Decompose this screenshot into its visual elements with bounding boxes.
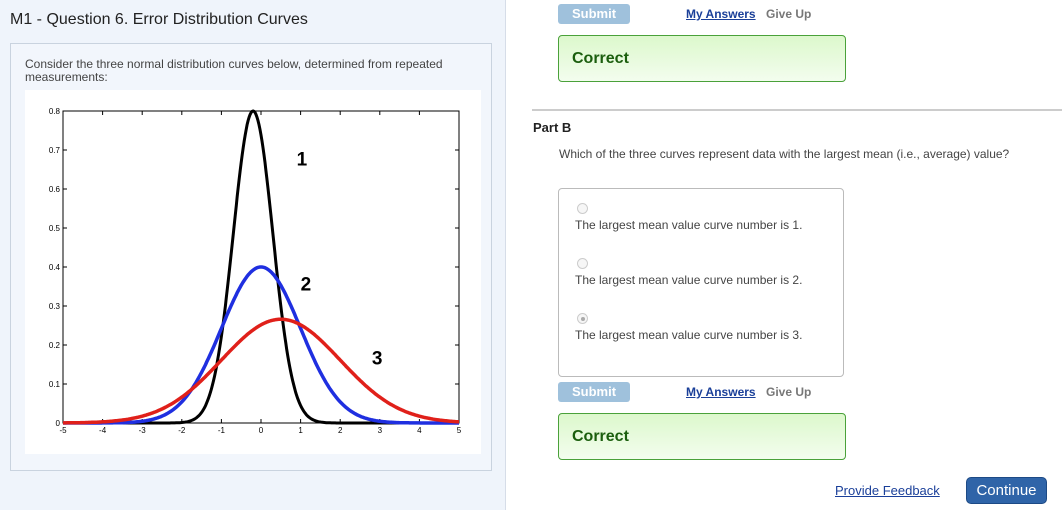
x-tick-label: 4 xyxy=(417,426,422,435)
part-b-my-answers-link[interactable]: My Answers xyxy=(686,385,756,399)
provide-feedback-link[interactable]: Provide Feedback xyxy=(835,483,940,498)
part-a-my-answers-link[interactable]: My Answers xyxy=(686,7,756,21)
choice-1[interactable]: The largest mean value curve number is 1… xyxy=(575,203,802,232)
series-1-label: 1 xyxy=(297,150,308,171)
question-panel: M1 - Question 6. Error Distribution Curv… xyxy=(0,0,506,510)
part-b-give-up-link[interactable]: Give Up xyxy=(766,385,812,399)
divider xyxy=(532,109,1062,111)
x-tick-label: 2 xyxy=(338,426,343,435)
x-tick-label: 0 xyxy=(259,426,264,435)
choice-3[interactable]: The largest mean value curve number is 3… xyxy=(575,313,802,342)
page-title: M1 - Question 6. Error Distribution Curv… xyxy=(10,11,308,28)
series-2-curve xyxy=(63,265,459,425)
x-tick-label: -3 xyxy=(139,426,147,435)
continue-button[interactable]: Continue xyxy=(966,477,1047,504)
part-b-question: Which of the three curves represent data… xyxy=(559,147,1010,161)
y-tick-label: 0.1 xyxy=(49,380,61,389)
y-tick-label: 0.3 xyxy=(49,302,61,311)
choice-label: The largest mean value curve number is 2… xyxy=(575,273,803,287)
part-b-submit-button[interactable]: Submit xyxy=(558,382,630,402)
radio-button[interactable] xyxy=(577,203,588,214)
part-b-correct-banner: Correct xyxy=(558,413,846,460)
choice-list: The largest mean value curve number is 1… xyxy=(558,188,844,377)
part-b-title: Part B xyxy=(533,120,572,135)
y-tick-label: 0.2 xyxy=(49,341,61,350)
question-prompt: Consider the three normal distribution c… xyxy=(25,57,443,84)
y-tick-label: 0 xyxy=(56,419,61,428)
series-2-label: 2 xyxy=(301,274,312,295)
y-tick-label: 0.7 xyxy=(49,146,61,155)
radio-button[interactable] xyxy=(577,313,588,324)
part-a-submit-button[interactable]: Submit xyxy=(558,4,630,24)
choice-label: The largest mean value curve number is 3… xyxy=(575,328,803,342)
chart: -5 -4 -3 -2 -1 0 1 2 3 4 5 0 0.1 0.2 0.3 0.4 0.5 0.6 0.7 0.… xyxy=(25,90,481,454)
x-tick-label: -4 xyxy=(99,426,107,435)
question-box: Consider the three normal distribution c… xyxy=(10,43,492,471)
x-tick-label: -5 xyxy=(59,426,67,435)
x-tick-label: 3 xyxy=(378,426,383,435)
x-tick-label: -1 xyxy=(218,426,226,435)
x-tick-label: -2 xyxy=(178,426,186,435)
series-3-curve xyxy=(63,317,459,425)
x-tick-label: 1 xyxy=(298,426,303,435)
part-a-correct-banner: Correct xyxy=(558,35,846,82)
y-tick-label: 0.6 xyxy=(49,185,61,194)
x-tick-label: 5 xyxy=(457,426,462,435)
y-tick-label: 0.5 xyxy=(49,224,61,233)
choice-label: The largest mean value curve number is 1… xyxy=(575,218,803,232)
answer-panel: Submit My Answers Give Up Correct Part B… xyxy=(506,0,1062,510)
y-tick-label: 0.8 xyxy=(49,107,61,116)
radio-button[interactable] xyxy=(577,258,588,269)
choice-2[interactable]: The largest mean value curve number is 2… xyxy=(575,258,802,287)
series-3-label: 3 xyxy=(372,349,383,370)
y-tick-label: 0.4 xyxy=(49,263,61,272)
chart-svg: -5 -4 -3 -2 -1 0 1 2 3 4 5 0 0.1 0.2 0.3 0.4 0.5 0.6 0.7 0.… xyxy=(49,107,462,435)
part-a-give-up-link[interactable]: Give Up xyxy=(766,7,812,21)
